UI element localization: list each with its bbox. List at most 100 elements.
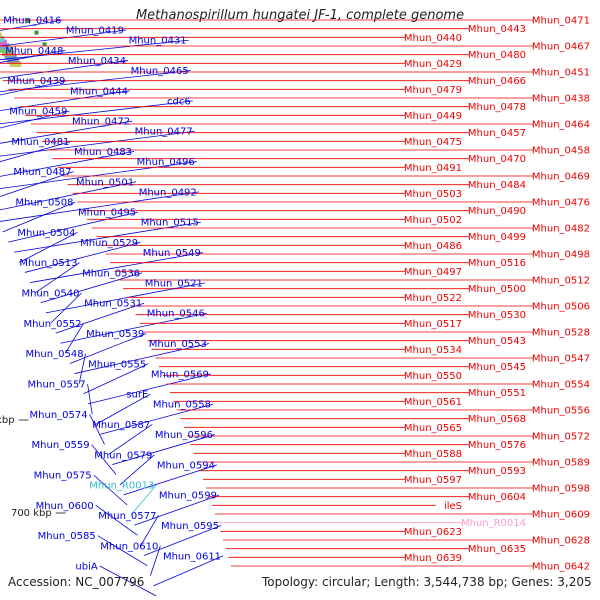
gene-label: Mhun_0469	[532, 172, 590, 183]
cog-category-block	[9, 60, 22, 67]
label-leader-line	[96, 393, 151, 425]
gene-label: surE	[126, 390, 148, 401]
map-title: Methanospirillum hungatei JF-1, complete…	[135, 8, 465, 23]
scale-tick-layer: 450 kbp500 kbp550 kbp600 kbp650 kbp700 k…	[0, 415, 66, 519]
gene-label: Mhun_0597	[404, 475, 462, 486]
gene-label: Mhun_0534	[404, 345, 462, 356]
gene-label: Mhun_0483	[74, 147, 132, 158]
gene-label: ileS	[444, 501, 462, 512]
label-leader-line	[87, 383, 93, 415]
gene-label: Mhun_0531	[84, 299, 142, 310]
gene-label: Mhun_0547	[532, 354, 590, 365]
label-leader-line	[64, 323, 84, 354]
gene-label: Mhun_0439	[7, 76, 65, 87]
gene-label: Mhun_0475	[404, 137, 462, 148]
gene-label: Mhun_0623	[404, 527, 462, 538]
gene-label: Mhun_0559	[32, 440, 90, 451]
gene-label: Mhun_0497	[404, 267, 462, 278]
gene-label: Mhun_0458	[532, 146, 590, 157]
gene-label: Mhun_0595	[161, 521, 219, 532]
gene-label: Mhun_0506	[532, 302, 590, 313]
gene-label: Mhun_0530	[468, 310, 526, 321]
gene-label: Mhun_0487	[13, 167, 71, 178]
label-leader-line	[0, 100, 193, 125]
gene-label: Mhun_0587	[92, 420, 150, 431]
label-leader-line	[69, 333, 147, 364]
scale-kbp-label: 700 kbp	[11, 508, 52, 519]
label-leader-line	[99, 565, 157, 597]
label-leader-line	[0, 90, 131, 112]
gene-label: Mhun_0561	[404, 397, 462, 408]
label-leader-line	[35, 262, 80, 293]
gene-label: Mhun_0484	[468, 180, 526, 191]
gene-label: Mhun_0575	[34, 471, 92, 482]
label-leader-line	[2, 201, 76, 233]
gene-label: Mhun_0476	[532, 198, 590, 209]
cog-category-block	[4, 53, 17, 60]
gene-label: Mhun_0599	[159, 491, 217, 502]
gene-label: Mhun_0610	[100, 541, 158, 552]
gene-label: Mhun_0548	[25, 349, 83, 360]
label-leader-line	[140, 515, 159, 546]
label-leader-line	[91, 444, 117, 475]
gene-label: Mhun_0598	[532, 484, 590, 495]
label-leader-line	[0, 191, 199, 222]
gene-label: Mhun_0438	[532, 94, 590, 105]
gene-label: Mhun_0553	[149, 339, 207, 350]
cog-category-block	[0, 32, 2, 39]
label-leader-line	[0, 29, 127, 47]
gene-label: Mhun_0480	[468, 50, 526, 61]
gene-label: Mhun_0540	[21, 289, 79, 300]
gene-label: Mhun_0552	[23, 319, 81, 330]
gene-label: Mhun_0486	[404, 241, 462, 252]
gene-label: Mhun_0596	[155, 430, 213, 441]
gene-label: Mhun_0565	[404, 423, 462, 434]
gene-label: Mhun_0434	[68, 56, 126, 67]
label-leader-line	[0, 120, 133, 144]
gene-label: Mhun_0628	[532, 536, 590, 547]
label-leader-line	[0, 140, 72, 163]
label-leader-line	[87, 373, 212, 405]
label-leader-line	[93, 474, 128, 506]
gene-label: Mhun_0577	[98, 511, 156, 522]
gene-label: Mhun_0481	[11, 137, 69, 148]
gene-label: Mhun_R0014	[461, 518, 526, 529]
label-leader-line	[95, 505, 138, 536]
gene-label: Mhun_0585	[38, 531, 96, 542]
gene-label: Mhun_0517	[404, 319, 462, 330]
gene-label: Mhun_0465	[131, 66, 189, 77]
gene-label: Mhun_0515	[141, 218, 199, 229]
gene-label: Mhun_0594	[157, 460, 215, 471]
gene-label: ubiA	[75, 562, 97, 573]
gene-label: Mhun_0495	[78, 208, 136, 219]
gene-label: Mhun_0604	[468, 492, 526, 503]
label-leader-line	[30, 252, 203, 283]
gene-label: Mhun_0609	[532, 510, 590, 521]
gene-label: Mhun_0512	[532, 276, 590, 287]
gene-label: Mhun_0521	[145, 278, 203, 289]
gene-label: Mhun_0528	[532, 328, 590, 339]
gene-label: Mhun_0471	[532, 16, 590, 27]
gene-label: Mhun_0642	[532, 562, 590, 573]
gene-label: Mhun_0449	[404, 111, 462, 122]
gene-label: Mhun_0539	[86, 329, 144, 340]
label-leader-line	[143, 525, 222, 556]
label-leader-line	[8, 211, 139, 243]
gene-label: Mhun_0416	[3, 16, 61, 27]
label-leader-line	[134, 494, 220, 526]
label-leader-line	[89, 414, 105, 445]
gene-label: Mhun_0478	[468, 102, 526, 113]
gene-label: Mhun_0431	[129, 36, 187, 47]
gene-label: Mhun_0502	[404, 215, 462, 226]
gene-label: Mhun_0543	[468, 336, 526, 347]
gene-label: Mhun_0482	[532, 224, 590, 235]
label-leader-line	[0, 151, 135, 177]
label-leader-line	[40, 272, 143, 304]
label-leader-line	[123, 464, 218, 496]
gene-label: Mhun_0593	[468, 466, 526, 477]
gene-label: Mhun_0568	[468, 414, 526, 425]
gene-label: Mhun_0419	[66, 26, 124, 37]
gene-label: Mhun_0574	[30, 410, 88, 421]
label-leader-line	[19, 231, 78, 263]
gene-label: Mhun_0479	[404, 85, 462, 96]
